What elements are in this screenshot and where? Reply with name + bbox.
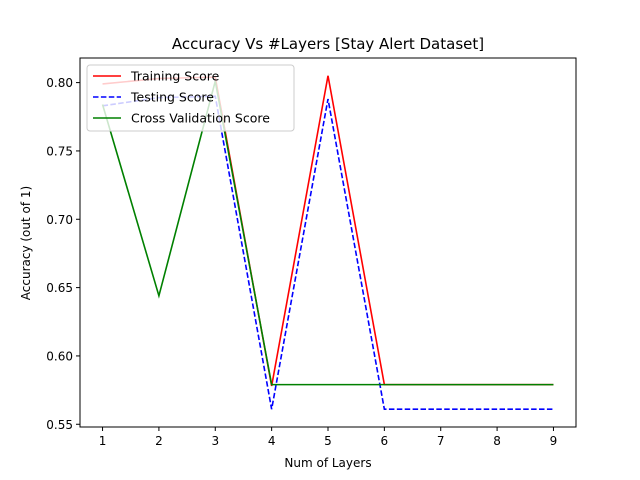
y-tick-label: 0.55 — [46, 418, 73, 432]
series-line-3 — [101, 81, 554, 386]
x-tick-label: 3 — [211, 434, 219, 448]
x-tick-label: 1 — [99, 434, 107, 448]
y-tick-label: 0.70 — [46, 213, 73, 227]
y-axis: 0.55 0.60 0.65 0.70 0.75 0.80 — [46, 76, 80, 432]
legend: Training Score Testing Score Cross Validat… — [86, 64, 295, 132]
x-axis: 1 2 3 4 5 6 7 8 9 — [99, 427, 558, 448]
x-tick-label: 2 — [155, 434, 163, 448]
y-tick-label: 0.60 — [46, 349, 73, 363]
x-tick-label: 6 — [381, 434, 389, 448]
x-tick-label: 9 — [550, 434, 558, 448]
legend-label-3: Cross Validation Score — [131, 111, 270, 126]
x-tick-label: 7 — [437, 434, 445, 448]
legend-label-1: Training Score — [130, 69, 220, 84]
x-axis-label: Num of Layers — [284, 456, 371, 470]
y-axis-label: Accuracy (out of 1) — [19, 186, 33, 300]
chart-title: Accuracy Vs #Layers [Stay Alert Dataset] — [172, 35, 484, 53]
x-tick-label: 5 — [324, 434, 332, 448]
y-tick-label: 0.65 — [46, 281, 73, 295]
x-tick-label: 8 — [493, 434, 501, 448]
x-tick-label: 4 — [268, 434, 276, 448]
legend-box — [86, 64, 295, 132]
y-tick-label: 0.75 — [46, 144, 73, 158]
legend-label-2: Testing Score — [130, 90, 214, 105]
y-tick-label: 0.80 — [46, 76, 73, 90]
